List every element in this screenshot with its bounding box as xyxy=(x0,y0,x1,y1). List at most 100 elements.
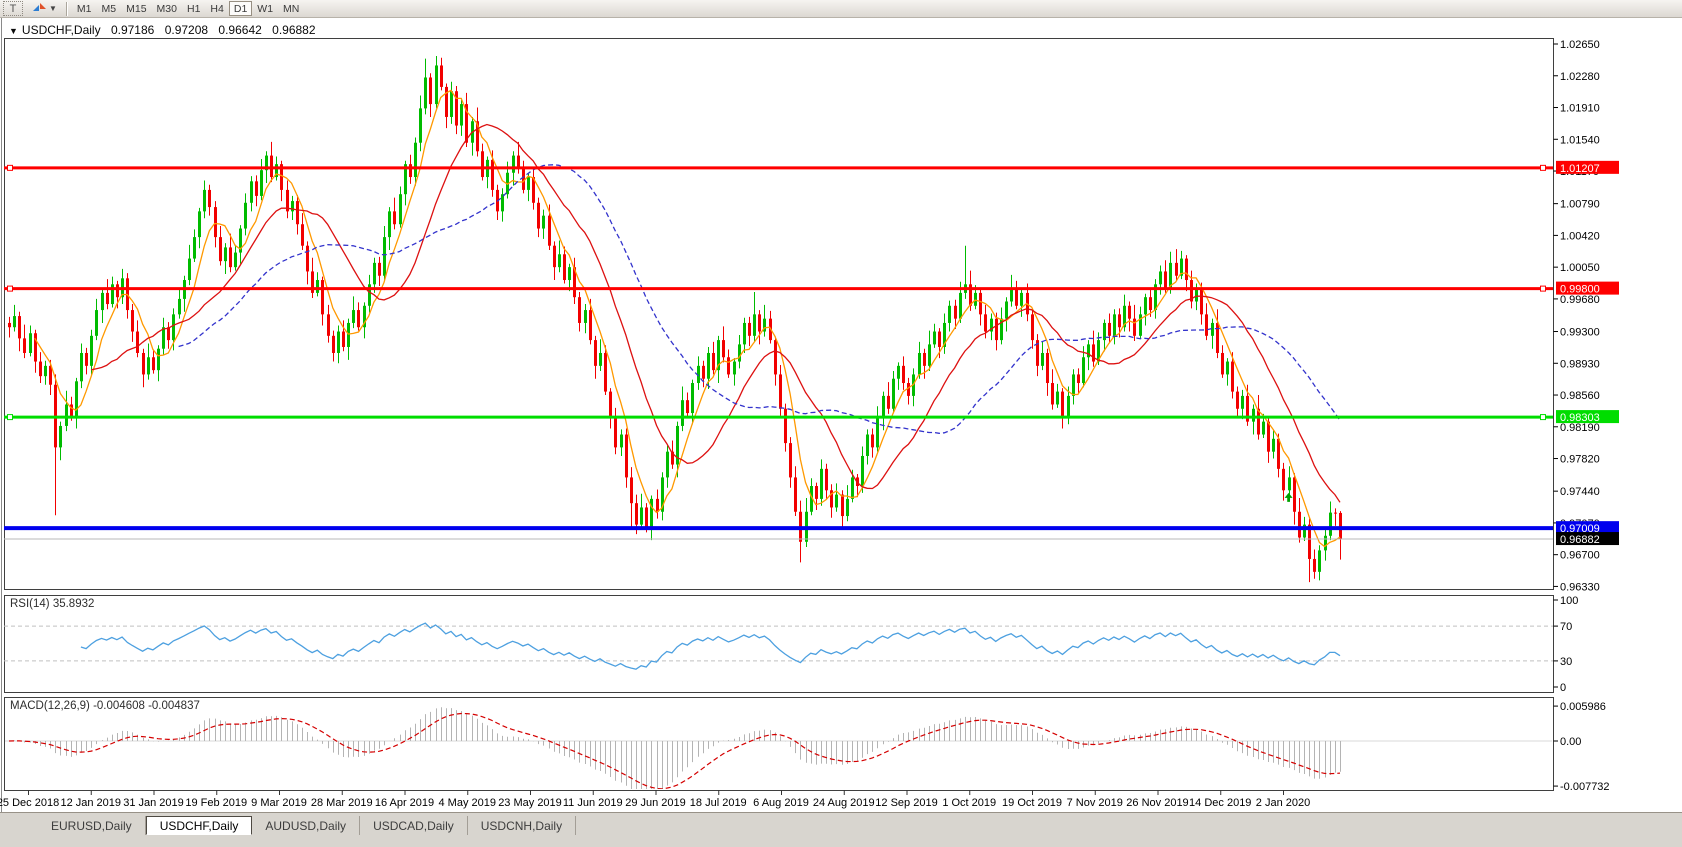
price-tick-label: 0.98190 xyxy=(1560,422,1600,434)
price-tick-label: 1.02280 xyxy=(1560,71,1600,83)
rsi-tick-label: 70 xyxy=(1560,621,1572,633)
symbol-tab-bar: EURUSD,Daily USDCHF,Daily AUDUSD,Daily U… xyxy=(0,812,1682,847)
tab-usdcnh-daily[interactable]: USDCNH,Daily xyxy=(468,816,577,835)
price-tick-label: 1.00050 xyxy=(1560,262,1600,274)
price-tick-label: 0.96330 xyxy=(1560,581,1600,593)
chevron-down-icon: ▼ xyxy=(49,4,57,13)
time-tick-label: 25 Dec 2018 xyxy=(0,797,59,809)
macd-indicator-label: MACD(12,26,9) -0.004608 -0.004837 xyxy=(10,700,200,712)
time-tick-label: 18 Jul 2019 xyxy=(690,797,747,809)
price-tick-label: 1.00420 xyxy=(1560,230,1600,242)
time-tick-label: 9 Mar 2019 xyxy=(251,797,307,809)
line-handle[interactable] xyxy=(7,164,13,171)
price-line-label-text: 0.96882 xyxy=(1560,534,1600,546)
objects-tool-button[interactable]: ▼ xyxy=(27,1,62,16)
time-tick-label: 29 Jun 2019 xyxy=(625,797,686,809)
moving-average-17 xyxy=(91,123,1341,503)
triangle-down-icon: ▼ xyxy=(9,26,18,36)
time-tick-label: 19 Feb 2019 xyxy=(185,797,247,809)
macd-signal-line xyxy=(8,712,1341,789)
time-tick-label: 4 May 2019 xyxy=(439,797,496,809)
price-line-label xyxy=(1556,160,1619,174)
pane-border xyxy=(4,697,1554,791)
timeframe-button-mn[interactable]: MN xyxy=(283,2,300,15)
price-line-label-text: 1.01207 xyxy=(1560,163,1600,175)
price-line-label-text: 0.98303 xyxy=(1560,412,1600,424)
time-tick-label: 12 Sep 2019 xyxy=(875,797,937,809)
time-tick-label: 6 Aug 2019 xyxy=(753,797,809,809)
timeframe-button-h1[interactable]: H1 xyxy=(186,2,201,15)
rsi-indicator-label: RSI(14) 35.8932 xyxy=(10,598,95,610)
timeframe-button-m15[interactable]: M15 xyxy=(126,2,147,15)
price-line-label xyxy=(1556,532,1619,546)
symbol-period-label: USDCHF,Daily xyxy=(21,23,101,37)
price-tick-label: 1.00790 xyxy=(1560,199,1600,211)
quote-low: 0.96642 xyxy=(218,23,262,37)
tab-eurusd-daily[interactable]: EURUSD,Daily xyxy=(38,816,146,835)
line-handle[interactable] xyxy=(1540,285,1546,292)
chart-title: ▼ USDCHF,Daily 0.97186 0.97208 0.96642 0.… xyxy=(9,23,316,37)
line-handle[interactable] xyxy=(1540,414,1546,421)
time-tick-label: 7 Nov 2019 xyxy=(1067,797,1123,809)
timeframe-button-h4[interactable]: H4 xyxy=(210,2,224,15)
timeframe-button-w1[interactable]: W1 xyxy=(257,2,274,15)
toolbar: T ▼ M1 M5 M15 M30 H1 H4 D1 W1 MN xyxy=(0,0,1682,18)
text-tool-button[interactable]: T xyxy=(3,1,23,16)
macd-tick-label: 0.005986 xyxy=(1560,701,1606,713)
time-tick-label: 28 Mar 2019 xyxy=(311,797,373,809)
time-tick-label: 26 Nov 2019 xyxy=(1126,797,1188,809)
time-tick-label: 12 Jan 2019 xyxy=(60,797,121,809)
candles xyxy=(8,56,1342,583)
pane-border xyxy=(4,38,1554,590)
line-handle[interactable] xyxy=(7,285,13,292)
line-handle[interactable] xyxy=(7,414,13,421)
tab-usdchf-daily[interactable]: USDCHF,Daily xyxy=(145,816,253,835)
price-tick-label: 1.02650 xyxy=(1560,39,1600,51)
tab-usdcad-daily[interactable]: USDCAD,Daily xyxy=(360,816,468,835)
time-tick-label: 16 Apr 2019 xyxy=(375,797,434,809)
price-tick-label: 0.96700 xyxy=(1560,550,1600,562)
price-tick-label: 0.97440 xyxy=(1560,486,1600,498)
price-tick-label: 0.99300 xyxy=(1560,327,1600,339)
timeframe-button-m1[interactable]: M1 xyxy=(76,2,92,15)
time-tick-label: 19 Oct 2019 xyxy=(1002,797,1062,809)
time-tick-label: 24 Aug 2019 xyxy=(813,797,875,809)
timeframe-button-m30[interactable]: M30 xyxy=(156,2,177,15)
macd-tick-label: 0.00 xyxy=(1560,736,1581,748)
macd-tick-label: -0.007732 xyxy=(1560,781,1610,793)
price-tick-label: 1.01910 xyxy=(1560,103,1600,115)
arrow-up-marker[interactable] xyxy=(1284,492,1293,502)
quote-open: 0.97186 xyxy=(110,23,155,37)
price-scale[interactable]: 1.026501.022801.019101.015401.011701.007… xyxy=(1553,39,1600,593)
time-tick-label: 1 Oct 2019 xyxy=(942,797,996,809)
price-tick-label: 0.99680 xyxy=(1560,294,1600,306)
toolbar-separator xyxy=(65,1,68,16)
rsi-tick-label: 30 xyxy=(1560,656,1572,668)
timeframe-button-m5[interactable]: M5 xyxy=(101,2,117,15)
price-tick-label: 1.01540 xyxy=(1560,134,1600,146)
rsi-tick-label: 0 xyxy=(1560,682,1566,694)
time-tick-label: 23 May 2019 xyxy=(498,797,562,809)
tab-audusd-daily[interactable]: AUDUSD,Daily xyxy=(252,816,361,835)
macd-plot xyxy=(5,707,1552,789)
pane-border xyxy=(4,595,1554,693)
line-handle[interactable] xyxy=(1540,164,1546,171)
chart-canvas[interactable]: 1.026501.022801.019101.015401.011701.007… xyxy=(0,0,1682,812)
timeframe-button-d1[interactable]: D1 xyxy=(228,1,253,16)
price-line-label xyxy=(1556,521,1619,535)
price-line-label-text: 0.99800 xyxy=(1560,284,1600,296)
quote-high: 0.97208 xyxy=(164,23,209,37)
rsi-line xyxy=(80,622,1341,670)
cursor-arrows-icon xyxy=(32,1,47,16)
time-axis[interactable]: 25 Dec 2018 12 Jan 2019 31 Jan 2019 19 Feb … xyxy=(0,790,1310,809)
price-tick-label: 0.97820 xyxy=(1560,454,1600,466)
moving-average-6 xyxy=(34,89,1341,548)
moving-average-34 xyxy=(178,164,1341,434)
price-line-label xyxy=(1556,410,1619,424)
price-tick-label: 0.98930 xyxy=(1560,358,1600,370)
price-line-label xyxy=(1556,281,1619,295)
price-tick-label: 0.98560 xyxy=(1560,390,1600,402)
time-tick-label: 31 Jan 2019 xyxy=(123,797,184,809)
quote-close: 0.96882 xyxy=(272,23,316,37)
